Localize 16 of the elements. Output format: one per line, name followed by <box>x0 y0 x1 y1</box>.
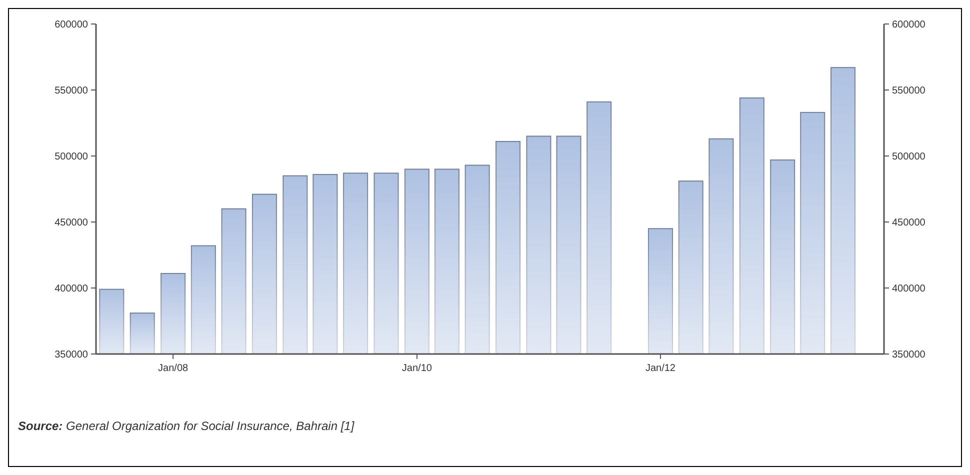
y2-tick-label: 400000 <box>892 284 926 294</box>
y-tick-label: 600000 <box>54 20 88 30</box>
y-tick-label: 550000 <box>54 86 88 96</box>
x-tick-label: Jan/12 <box>645 363 676 374</box>
source-note: Source: General Organization for Social Insurance, Bahrain [1] <box>18 419 355 433</box>
y2-tick-label: 450000 <box>892 218 926 228</box>
y2-tick-label: 600000 <box>892 20 926 30</box>
x-tick-label: Jan/08 <box>158 363 189 374</box>
y-tick-label: 450000 <box>54 218 88 228</box>
y2-tick-label: 350000 <box>892 350 926 360</box>
y2-tick-label: 550000 <box>892 86 926 96</box>
y-tick-label: 350000 <box>54 350 88 360</box>
x-tick-label: Jan/10 <box>402 363 432 374</box>
y-tick-label: 500000 <box>54 152 88 162</box>
y-tick-label: 400000 <box>54 284 88 294</box>
y2-tick-label: 500000 <box>892 152 926 162</box>
